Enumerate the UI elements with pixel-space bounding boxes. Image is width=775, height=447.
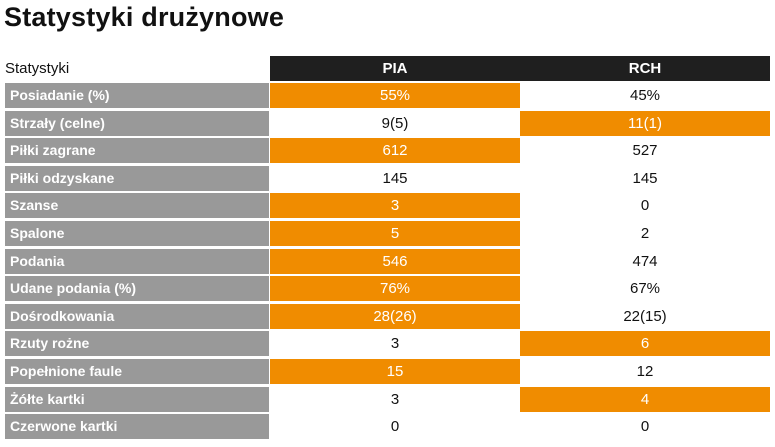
- team2-value: 45%: [629, 87, 661, 104]
- team2-value: 4: [520, 386, 770, 412]
- stat-label: Spalone: [5, 221, 269, 246]
- team2-value: 0: [640, 197, 650, 215]
- table-row: Posiadanie (%) 55% 45%: [0, 83, 775, 108]
- stat-label: Podania: [5, 248, 269, 274]
- team1-value: 3: [270, 193, 520, 219]
- team2-value: 11(1): [520, 110, 770, 136]
- stat-label: Żółte kartki: [5, 386, 269, 412]
- team1-value: 5: [270, 221, 520, 246]
- team1-value: 55%: [270, 83, 520, 108]
- table-row: Szanse 3 0: [0, 193, 775, 219]
- team1-value: 15: [270, 359, 520, 384]
- team1-value: 9(5): [381, 114, 409, 132]
- team1-value: 3: [390, 335, 400, 353]
- team2-value: 22(15): [623, 307, 667, 325]
- team1-column-header: PIA: [270, 56, 520, 81]
- stat-label: Strzały (celne): [5, 110, 269, 136]
- table-row: Żółte kartki 3 4: [0, 386, 775, 412]
- team2-value: 145: [632, 169, 658, 187]
- team2-value: 12: [636, 363, 654, 380]
- table-row: Strzały (celne) 9(5) 11(1): [0, 110, 775, 136]
- team1-value: 0: [390, 418, 400, 436]
- team1-value: 612: [270, 138, 520, 164]
- stat-label: Piłki zagrane: [5, 138, 269, 164]
- team1-value: 28(26): [270, 303, 520, 329]
- table-row: Spalone 5 2: [0, 221, 775, 246]
- table-row: Udane podania (%) 76% 67%: [0, 276, 775, 302]
- table-row: Podania 546 474: [0, 248, 775, 274]
- stat-label: Popełnione faule: [5, 359, 269, 384]
- stats-column-header: Statystyki: [5, 60, 70, 77]
- team1-value: 76%: [270, 276, 520, 302]
- team2-value: 474: [632, 252, 658, 270]
- table-row: Czerwone kartki 0 0: [0, 414, 775, 440]
- team2-value: 0: [640, 418, 650, 436]
- table-row: Popełnione faule 15 12: [0, 359, 775, 384]
- table-row: Dośrodkowania 28(26) 22(15): [0, 303, 775, 329]
- table-row: Piłki odzyskane 145 145: [0, 165, 775, 191]
- stat-label: Czerwone kartki: [5, 414, 269, 440]
- table-row: Piłki zagrane 612 527: [0, 138, 775, 164]
- team2-value: 6: [520, 331, 770, 357]
- stat-label: Posiadanie (%): [5, 83, 269, 108]
- table-row: Rzuty rożne 3 6: [0, 331, 775, 357]
- stat-label: Piłki odzyskane: [5, 165, 269, 191]
- team2-value: 527: [632, 142, 658, 160]
- team1-value: 145: [382, 169, 408, 187]
- stat-label: Udane podania (%): [5, 276, 269, 302]
- stat-label: Szanse: [5, 193, 269, 219]
- team2-value: 2: [640, 225, 650, 242]
- team2-column-header: RCH: [520, 56, 770, 81]
- stat-label: Dośrodkowania: [5, 303, 269, 329]
- page-title: Statystyki drużynowe: [4, 2, 285, 32]
- team2-value: 67%: [629, 280, 661, 298]
- team1-value: 546: [270, 248, 520, 274]
- stat-label: Rzuty rożne: [5, 331, 269, 357]
- team1-value: 3: [390, 390, 400, 408]
